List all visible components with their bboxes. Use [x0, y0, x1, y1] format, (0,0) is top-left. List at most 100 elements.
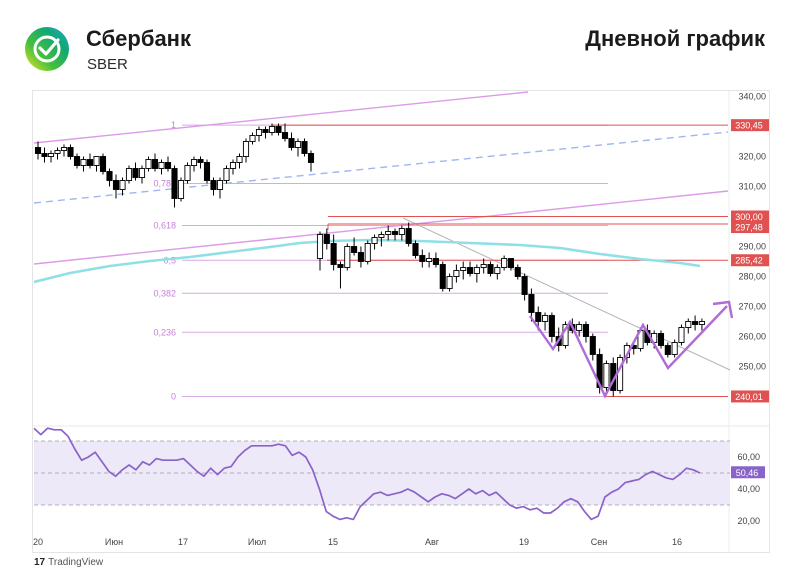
descending-trend-line [402, 217, 731, 371]
candle-body [54, 150, 61, 154]
candle-body [432, 258, 439, 265]
candle-body [446, 276, 453, 289]
time-axis-tick-label: Июн [105, 537, 123, 547]
candle-body [657, 333, 665, 346]
pattern-arrow-head [712, 300, 734, 319]
fib-level-label: 0,786 [153, 179, 176, 189]
candle-body [685, 321, 692, 328]
candle-body [34, 147, 42, 154]
rsi-value-badge-label: 50,46 [736, 468, 759, 478]
price-axis-tick-label: 250,00 [738, 362, 766, 372]
candle-body [460, 267, 467, 271]
company-name: Сбербанк [86, 26, 191, 51]
time-axis-tick-label: Июл [248, 537, 266, 547]
fib-level-label: 0,618 [153, 221, 176, 231]
candle-body [337, 264, 344, 268]
candle-body [294, 141, 302, 148]
candle-body [307, 153, 315, 163]
candle-body [398, 228, 405, 235]
candle-body [528, 294, 535, 313]
candle-body [466, 267, 474, 274]
candle-body [330, 243, 337, 265]
candle-body [542, 315, 549, 322]
price-axis-tick-label: 310,00 [738, 182, 766, 192]
candle-body [480, 264, 487, 268]
candle-body [501, 258, 508, 268]
candle-body [190, 159, 198, 166]
candle-body [86, 159, 94, 166]
candle-body [275, 126, 282, 133]
time-axis-tick-label: Авг [425, 537, 440, 547]
candle-body [426, 258, 433, 262]
pattern-zigzag-line [529, 305, 728, 399]
candle-body [151, 159, 159, 169]
candle-body [216, 180, 224, 190]
candle-body [184, 165, 191, 181]
price-level-badge-label: 285,42 [735, 256, 763, 266]
candle-body [138, 168, 146, 178]
candle-body [301, 141, 308, 154]
candle-body [582, 324, 590, 337]
candle-body [473, 267, 480, 274]
candle-body [80, 159, 87, 166]
candle-body [210, 180, 217, 190]
price-level-badge [731, 119, 769, 132]
chart-title: Дневной график [585, 26, 765, 51]
rsi-axis-tick-label: 20,00 [737, 516, 760, 526]
candle-body [164, 162, 172, 169]
time-axis-tick-label: 19 [519, 537, 529, 547]
time-axis-tick-label: 17 [178, 537, 188, 547]
candle-body [281, 132, 289, 139]
price-axis-tick-label: 280,00 [738, 272, 766, 282]
candle-body [158, 162, 165, 169]
candle-body [344, 246, 351, 268]
candle-body [177, 180, 185, 199]
candle-body [385, 231, 392, 235]
price-axis-tick-label: 340,00 [738, 92, 766, 102]
candle-body [323, 234, 330, 244]
price-level-badge-label: 240,01 [735, 392, 763, 402]
candle-body [405, 228, 412, 244]
candle-body [692, 321, 699, 325]
candle-body [73, 156, 81, 166]
rsi-value-badge [731, 466, 765, 479]
candle-body [119, 180, 126, 190]
candle-body [268, 126, 276, 133]
ticker-symbol: SBER [87, 56, 128, 73]
candle-body [357, 252, 364, 262]
tradingview-footer: 17 TradingView [34, 557, 103, 568]
candle-body [371, 237, 378, 244]
rsi-line [33, 427, 701, 521]
candle-body [535, 312, 542, 322]
price-level-badge-label: 297,48 [735, 223, 763, 233]
candle-body [236, 156, 243, 163]
candle-body [242, 141, 250, 157]
candle-body [99, 156, 107, 172]
candle-body [378, 234, 385, 238]
time-axis-tick-label: Сен [591, 537, 608, 547]
candle-body [596, 354, 603, 388]
candle-body [439, 264, 446, 289]
candle-body [145, 159, 152, 169]
candle-body [47, 153, 55, 157]
candle-body [521, 276, 528, 295]
rsi-axis-tick-label: 60,00 [737, 452, 760, 462]
candle-body [678, 327, 685, 343]
candle-body [67, 147, 74, 157]
price-level-badge [731, 390, 769, 403]
time-axis-tick-label: 15 [328, 537, 338, 547]
candle-body [60, 147, 68, 151]
candle-body [255, 129, 263, 136]
fib-level-label: 0,236 [153, 327, 176, 337]
candle-body [671, 342, 678, 355]
candle-body [487, 264, 494, 274]
candle-body [603, 363, 610, 388]
candle-body [453, 270, 460, 277]
price-axis-tick-label: 320,00 [738, 152, 766, 162]
price-level-badge [731, 210, 769, 223]
fib-level-label: 0,382 [153, 288, 176, 298]
candle-body [93, 156, 100, 166]
moving-average-line [33, 238, 701, 284]
candle-body [419, 255, 426, 262]
